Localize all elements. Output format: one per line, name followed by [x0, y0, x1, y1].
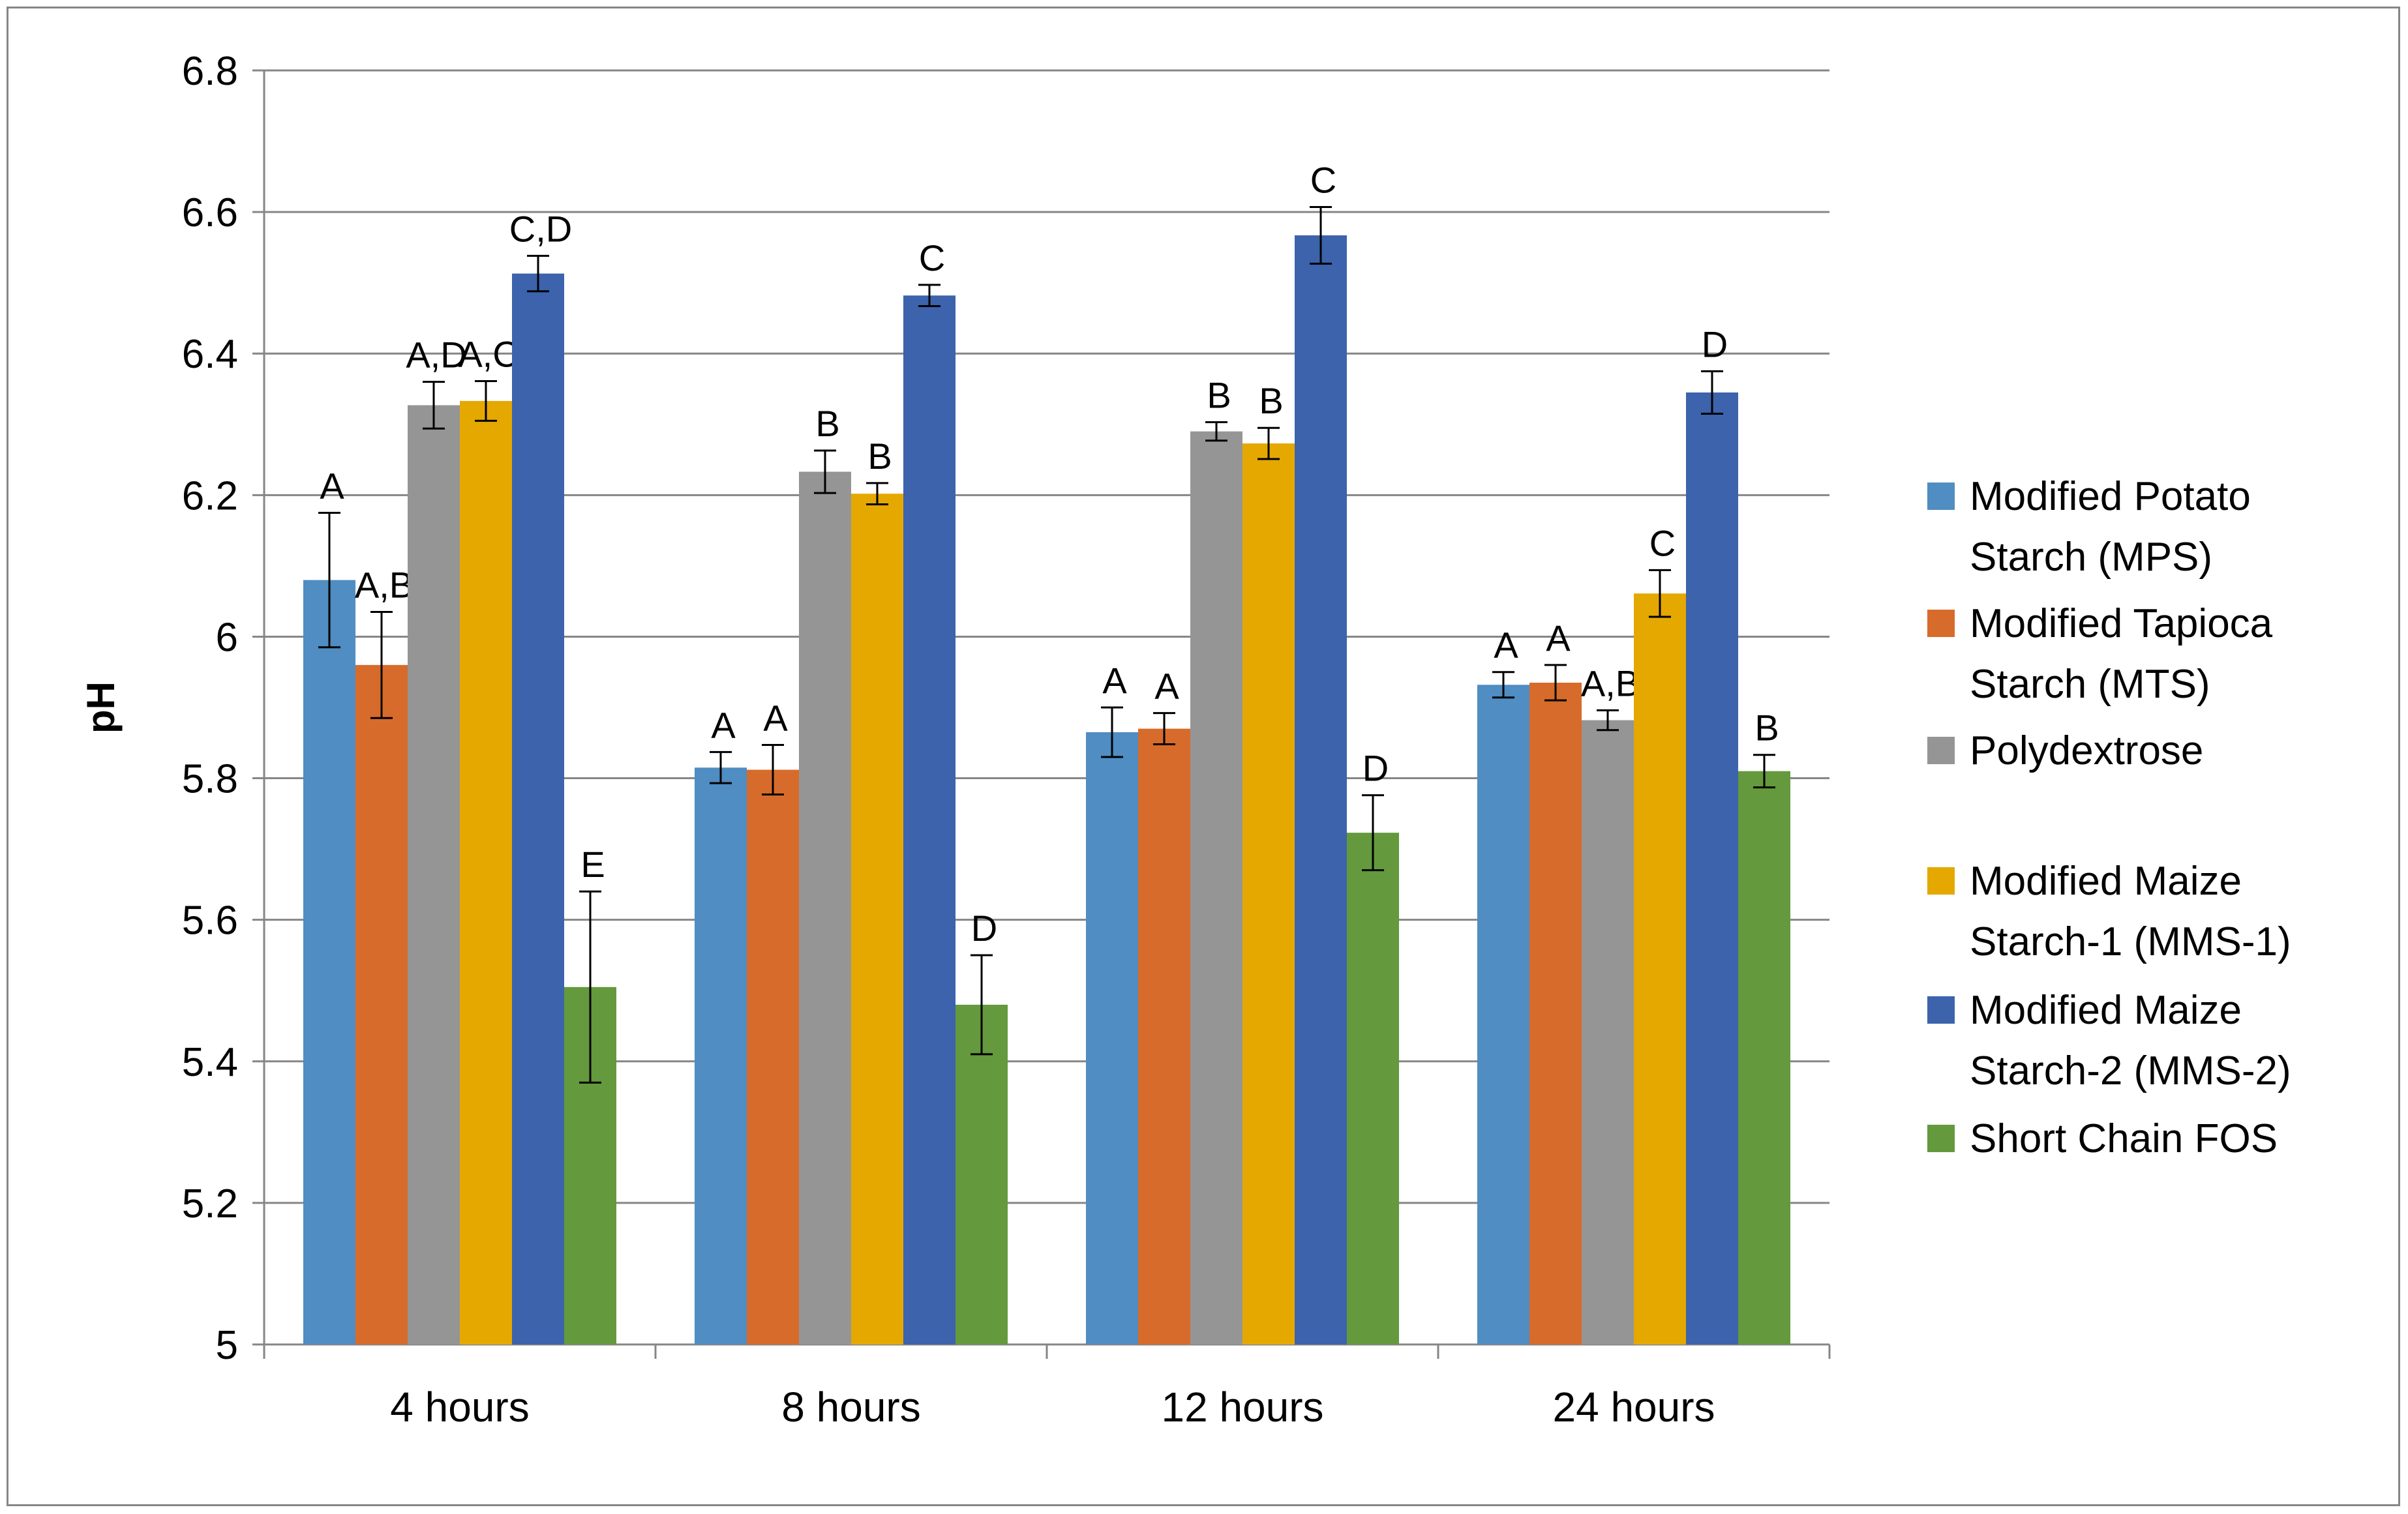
legend-label: Starch-2 (MMS-2)	[1970, 1048, 2291, 1093]
data-label: A	[763, 698, 788, 739]
data-label: C	[1310, 160, 1336, 201]
data-label: A,D	[406, 334, 466, 376]
legend-label: Modified Tapioca	[1970, 601, 2273, 646]
bar	[903, 295, 956, 1344]
y-tick-label: 6	[216, 615, 238, 660]
y-tick-label: 6.8	[182, 49, 238, 94]
data-label: B	[1207, 375, 1231, 416]
bar	[303, 580, 355, 1344]
bar	[512, 273, 564, 1344]
y-tick-label: 5	[216, 1323, 238, 1368]
data-label: A,B	[355, 564, 414, 605]
data-label: A	[1102, 660, 1127, 701]
data-label: D	[1702, 323, 1728, 364]
data-label: B	[1259, 380, 1283, 421]
data-label: A	[1494, 625, 1518, 666]
bar	[1582, 720, 1634, 1344]
data-label: A	[1546, 617, 1571, 659]
y-tick-label: 6.2	[182, 473, 238, 518]
x-tick-label: 8 hours	[781, 1384, 920, 1431]
y-tick-label: 5.4	[182, 1040, 238, 1085]
legend-label: Polydextrose	[1970, 728, 2203, 773]
legend-swatch	[1927, 737, 1955, 764]
legend-label: Starch (MTS)	[1970, 662, 2210, 707]
bar	[460, 400, 512, 1344]
y-axis-title: pH	[79, 681, 123, 734]
y-tick-label: 5.8	[182, 757, 238, 802]
legend-label: Starch (MPS)	[1970, 535, 2212, 580]
bar	[1634, 593, 1686, 1344]
data-label: A,C	[458, 334, 519, 375]
legend-label: Starch-1 (MMS-1)	[1970, 919, 2291, 964]
legend-label: Modified Maize	[1970, 859, 2242, 904]
data-label: A	[320, 465, 344, 506]
bar	[355, 664, 408, 1344]
bar	[1242, 443, 1295, 1344]
legend-swatch	[1927, 610, 1955, 637]
bar	[1347, 833, 1399, 1344]
bar	[1477, 685, 1529, 1344]
y-tick-label: 5.6	[182, 898, 238, 943]
x-tick-label: 24 hours	[1552, 1384, 1715, 1431]
legend-label: Modified Maize	[1970, 988, 2242, 1033]
data-label: A	[1154, 666, 1179, 707]
x-tick-label: 12 hours	[1161, 1384, 1323, 1431]
bar	[747, 769, 799, 1344]
bar	[1686, 392, 1738, 1345]
bar	[799, 471, 851, 1344]
data-label: E	[580, 844, 605, 885]
bar	[1138, 728, 1190, 1344]
data-label: C	[919, 237, 945, 278]
legend-swatch	[1927, 1125, 1955, 1152]
legend-swatch	[1927, 482, 1955, 510]
bar	[1190, 431, 1242, 1345]
x-tick-label: 4 hours	[390, 1384, 529, 1431]
y-tick-label: 5.2	[182, 1181, 238, 1226]
bar	[1086, 732, 1138, 1344]
data-label: B	[815, 403, 839, 444]
legend-label: Modified Potato	[1970, 474, 2251, 519]
legend-label: Short Chain FOS	[1970, 1116, 2278, 1161]
legend-swatch	[1927, 996, 1955, 1024]
bar	[1529, 683, 1582, 1344]
data-label: B	[867, 436, 892, 477]
bar	[956, 1004, 1008, 1344]
bar	[1295, 235, 1347, 1344]
data-label: D	[971, 908, 997, 949]
bar	[695, 767, 747, 1344]
data-label: A,B	[1581, 662, 1640, 704]
y-tick-label: 6.4	[182, 332, 238, 377]
legend-swatch	[1927, 867, 1955, 895]
data-label: B	[1754, 707, 1779, 749]
bar	[851, 494, 903, 1344]
data-label: C,D	[509, 208, 572, 249]
y-tick-label: 6.6	[182, 190, 238, 235]
data-label: C	[1649, 522, 1676, 563]
bar	[1738, 771, 1790, 1344]
bar	[408, 405, 460, 1344]
data-label: A	[711, 704, 736, 745]
data-label: D	[1362, 748, 1389, 789]
